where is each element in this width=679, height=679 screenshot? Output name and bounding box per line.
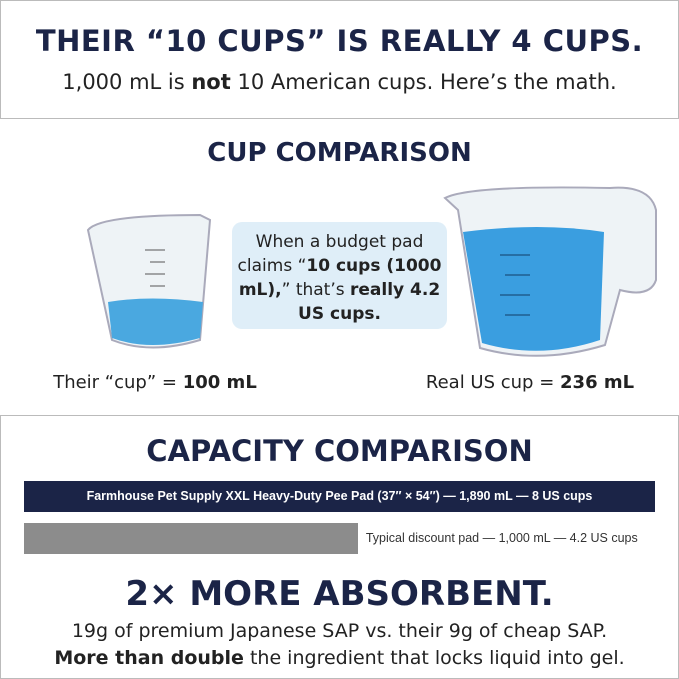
right-cup-label: Real US cup = 236 mL	[410, 372, 650, 393]
text: not	[191, 70, 231, 94]
text: Their “cup” =	[53, 372, 183, 393]
footer-line2: More than double the ingredient that loc…	[0, 647, 679, 669]
text: Real US cup =	[425, 372, 561, 393]
callout-box	[232, 222, 447, 329]
cups-illustration	[86, 186, 657, 357]
text: 100 mL	[182, 372, 257, 393]
callout-text: When a budget pad claims “10 cups (1000 …	[232, 230, 447, 326]
left-cup-label: Their “cup” = 100 mL	[40, 372, 270, 393]
capacity-title: CAPACITY COMPARISON	[146, 434, 533, 468]
text: the ingredient that locks liquid into ge…	[243, 647, 625, 669]
bar	[24, 481, 655, 512]
text: 236 mL	[560, 372, 635, 393]
bar-label: Typical discount pad — 1,000 mL — 4.2 US…	[365, 531, 638, 545]
text: 10 cups (1000 mL),	[238, 256, 442, 300]
bar-label: Farmhouse Pet Supply XXL Heavy-Duty Pee …	[86, 489, 593, 503]
header-subtitle: 1,000 mL is not 10 American cups. Here’s…	[0, 70, 679, 94]
cups-title: CUP COMPARISON	[207, 138, 472, 168]
header-title: THEIR “10 CUPS” IS REALLY 4 CUPS.	[35, 24, 644, 58]
footer-headline: 2× MORE ABSORBENT.	[125, 574, 554, 614]
small-cup	[86, 213, 212, 349]
text: really 4.2 US cups.	[298, 280, 441, 324]
text: 10 American cups. Here’s the math.	[230, 70, 617, 94]
text: 1,000 mL is	[62, 70, 192, 94]
text: More than double	[54, 647, 244, 669]
bar	[24, 523, 358, 554]
bars: Farmhouse Pet Supply XXL Heavy-Duty Pee …	[24, 481, 655, 561]
big-cup	[443, 186, 657, 357]
footer-line1: 19g of premium Japanese SAP vs. their 9g…	[71, 620, 608, 642]
text: When a budget pad claims “	[237, 232, 424, 276]
text: ” that’s	[281, 280, 351, 300]
header-box	[0, 0, 679, 119]
